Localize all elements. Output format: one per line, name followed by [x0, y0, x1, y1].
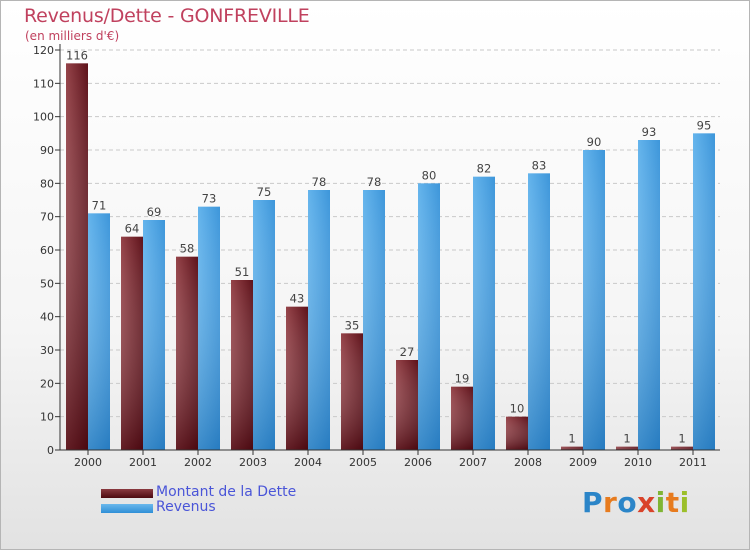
bar-revenus-shade — [583, 150, 605, 450]
bar-revenus-shade — [638, 140, 660, 450]
bar-dette-shade — [341, 333, 363, 450]
x-tick-label: 2009 — [569, 456, 597, 469]
data-label-revenus: 69 — [147, 205, 162, 219]
y-tick-label: 120 — [33, 44, 54, 57]
x-tick-label: 2002 — [184, 456, 212, 469]
proxiti-logo: Proxiti — [582, 486, 690, 519]
logo-letter: t — [665, 486, 680, 519]
data-label-dette: 58 — [180, 242, 195, 256]
logo-letter: i — [679, 486, 690, 519]
data-label-revenus: 93 — [642, 125, 657, 139]
logo-letter: o — [617, 486, 638, 519]
bar-revenus-shade — [473, 176, 495, 450]
data-label-dette: 43 — [290, 292, 305, 306]
x-tick-label: 2000 — [74, 456, 102, 469]
data-label-dette: 27 — [400, 345, 415, 359]
legend-label-dette: Montant de la Dette — [156, 484, 297, 500]
bar-dette-shade — [176, 256, 198, 450]
bar-dette-shade — [231, 280, 253, 450]
legend-label-revenus: Revenus — [156, 499, 216, 515]
y-tick-label: 50 — [40, 277, 54, 290]
data-label-dette: 1 — [623, 432, 630, 446]
y-tick-label: 80 — [40, 177, 54, 190]
data-label-dette: 1 — [678, 432, 685, 446]
y-tick-label: 110 — [33, 77, 54, 90]
y-tick-label: 10 — [40, 411, 54, 424]
logo-letter: r — [603, 486, 618, 519]
y-tick-label: 100 — [33, 111, 54, 124]
bar-revenus-shade — [418, 183, 440, 451]
data-label-dette: 10 — [510, 402, 525, 416]
data-label-dette: 64 — [125, 222, 140, 236]
y-tick-label: 20 — [40, 377, 54, 390]
data-label-dette: 116 — [66, 48, 88, 62]
x-tick-label: 2004 — [294, 456, 322, 469]
data-label-revenus: 78 — [367, 175, 382, 189]
y-tick-label: 60 — [40, 244, 54, 257]
data-label-dette: 1 — [568, 432, 575, 446]
data-label-revenus: 82 — [477, 162, 492, 176]
bar-revenus-shade — [88, 213, 110, 450]
bar-revenus-shade — [693, 133, 715, 451]
data-label-revenus: 90 — [587, 135, 602, 149]
data-label-revenus: 95 — [697, 118, 712, 132]
bar-revenus-shade — [198, 206, 220, 450]
logo-letter: i — [655, 486, 666, 519]
x-tick-label: 2007 — [459, 456, 487, 469]
x-tick-label: 2011 — [679, 456, 707, 469]
chart-title: Revenus/Dette - GONFREVILLE — [24, 5, 310, 27]
x-tick-label: 2010 — [624, 456, 652, 469]
x-tick-label: 2001 — [129, 456, 157, 469]
legend-swatch-revenus — [101, 504, 153, 513]
data-label-dette: 19 — [455, 372, 470, 386]
bar-dette-shade — [286, 306, 308, 450]
data-label-revenus: 78 — [312, 175, 327, 189]
logo-letter: x — [637, 486, 656, 519]
logo-letter: P — [582, 486, 604, 519]
data-label-revenus: 75 — [257, 185, 272, 199]
bar-revenus-shade — [308, 190, 330, 450]
y-tick-label: 0 — [47, 444, 54, 457]
bar-dette-shade — [506, 416, 528, 450]
data-label-revenus: 73 — [202, 192, 217, 206]
bar-dette-shade — [121, 236, 143, 450]
bar-dette-shade — [616, 446, 638, 450]
bar-revenus-shade — [253, 200, 275, 450]
chart-subtitle: (en milliers d'€) — [25, 29, 120, 43]
bar-revenus-shade — [528, 173, 550, 451]
y-tick-label: 70 — [40, 211, 54, 224]
y-tick-label: 90 — [40, 144, 54, 157]
legend-swatch-dette — [101, 489, 153, 498]
bar-revenus-shade — [363, 190, 385, 450]
x-tick-label: 2006 — [404, 456, 432, 469]
bar-dette-shade — [561, 446, 583, 450]
bar-dette-shade — [451, 386, 473, 450]
data-label-dette: 35 — [345, 318, 360, 332]
x-tick-label: 2003 — [239, 456, 267, 469]
bar-dette-shade — [66, 63, 88, 450]
data-label-revenus: 83 — [532, 158, 547, 172]
data-label-revenus: 80 — [422, 168, 437, 182]
y-tick-label: 30 — [40, 344, 54, 357]
data-label-dette: 51 — [235, 265, 250, 279]
x-tick-label: 2008 — [514, 456, 542, 469]
x-tick-label: 2005 — [349, 456, 377, 469]
bar-revenus-shade — [143, 220, 165, 450]
y-tick-label: 40 — [40, 311, 54, 324]
bar-dette-shade — [671, 446, 693, 450]
data-label-revenus: 71 — [92, 198, 107, 212]
bar-dette-shade — [396, 360, 418, 450]
